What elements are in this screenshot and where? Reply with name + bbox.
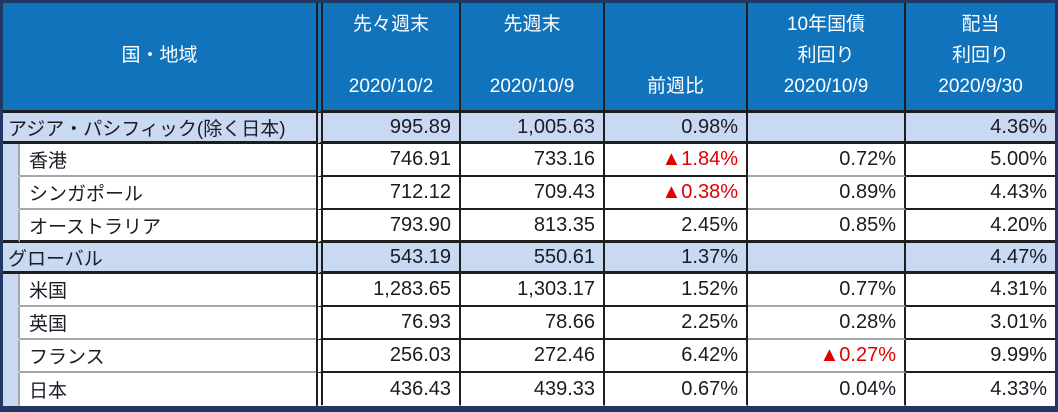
cell-bond-yield: 0.85%: [748, 210, 907, 243]
header-region: 国・地域: [3, 3, 317, 113]
cell-bond-yield: 0.04%: [748, 373, 907, 406]
cell-wow-value: ▲1.84%: [605, 144, 749, 177]
cell-wow-value: 0.98%: [605, 113, 749, 144]
cell-region: 英国: [20, 307, 317, 340]
cell-wow-value: 2.25%: [605, 307, 749, 340]
cell-region: グローバル: [3, 243, 317, 274]
cell-wow-value: 0.67%: [605, 373, 749, 406]
cell-div-yield: 4.20%: [906, 210, 1056, 243]
indent-strip: [3, 274, 20, 307]
header-bond-line2: 利回り: [797, 45, 855, 67]
cell-wow-value: 6.42%: [605, 340, 749, 373]
header-prev2-date: 2020/10/2: [348, 76, 434, 98]
indent-strip: [3, 144, 20, 177]
data-table: 国・地域 先々週末 2020/10/2 先週末 2020/10/9 前週比 10…: [3, 3, 1056, 406]
indent-strip: [3, 177, 20, 210]
cell-div-yield: 3.01%: [906, 307, 1056, 340]
header-prev-label: 先週末: [503, 14, 561, 35]
cell-prev-value: 439.33: [461, 373, 606, 406]
cell-bond-yield: 0.89%: [748, 177, 907, 210]
header-prev2-label: 先々週末: [353, 14, 430, 35]
header-div-line1: 配当: [961, 14, 1000, 35]
cell-bond-yield: ▲0.27%: [748, 340, 907, 373]
cell-prev2-value: 746.91: [316, 144, 462, 177]
row-global: グローバル 543.19 550.61 1.37% 4.47%: [3, 243, 1056, 274]
cell-region: シンガポール: [20, 177, 317, 210]
cell-div-yield: 4.36%: [906, 113, 1056, 144]
indent-strip: [3, 340, 20, 373]
cell-region: アジア・パシフィック(除く日本): [3, 113, 317, 144]
row-hong-kong: 香港 746.91 733.16 ▲1.84% 0.72% 5.00%: [3, 144, 1056, 177]
cell-bond-yield: 0.77%: [748, 274, 907, 307]
cell-prev-value: 272.46: [461, 340, 606, 373]
cell-prev2-value: 1,283.65: [316, 274, 462, 307]
cell-wow-value: 2.45%: [605, 210, 749, 243]
cell-region: フランス: [20, 340, 317, 373]
indent-strip: [3, 373, 20, 406]
cell-region: 日本: [20, 373, 317, 406]
cell-div-yield: 4.31%: [906, 274, 1056, 307]
cell-bond-yield: 0.72%: [748, 144, 907, 177]
header-last-weekend: 先週末 2020/10/9: [461, 3, 606, 113]
cell-prev2-value: 712.12: [316, 177, 462, 210]
header-bond-date: 2020/10/9: [783, 76, 869, 98]
indent-strip: [3, 307, 20, 340]
cell-wow-value: ▲0.38%: [605, 177, 749, 210]
cell-div-yield: 9.99%: [906, 340, 1056, 373]
cell-prev-value: 1,303.17: [461, 274, 606, 307]
cell-wow-value: 1.37%: [605, 243, 749, 274]
cell-prev-value: 1,005.63: [461, 113, 606, 144]
row-france: フランス 256.03 272.46 6.42% ▲0.27% 9.99%: [3, 340, 1056, 373]
cell-bond-yield: [748, 243, 907, 274]
header-div-line2: 利回り: [952, 45, 1010, 67]
cell-prev2-value: 256.03: [316, 340, 462, 373]
cell-bond-yield: [748, 113, 907, 144]
cell-prev2-value: 543.19: [316, 243, 462, 274]
cell-prev-value: 550.61: [461, 243, 606, 274]
cell-prev2-value: 436.43: [316, 373, 462, 406]
cell-region: 米国: [20, 274, 317, 307]
cell-div-yield: 4.47%: [906, 243, 1056, 274]
cell-region: 香港: [20, 144, 317, 177]
cell-prev-value: 709.43: [461, 177, 606, 210]
cell-prev2-value: 76.93: [316, 307, 462, 340]
row-united-states: 米国 1,283.65 1,303.17 1.52% 0.77% 4.31%: [3, 274, 1056, 307]
indent-strip: [3, 210, 20, 243]
cell-prev-value: 813.35: [461, 210, 606, 243]
row-asia-pacific-ex-japan: アジア・パシフィック(除く日本) 995.89 1,005.63 0.98% 4…: [3, 113, 1056, 144]
cell-bond-yield: 0.28%: [748, 307, 907, 340]
header-10y-bond-yield: 10年国債 利回り 2020/10/9: [748, 3, 907, 113]
header-region-label: 国・地域: [121, 45, 198, 67]
header-div-date: 2020/9/30: [938, 76, 1023, 98]
cell-div-yield: 4.33%: [906, 373, 1056, 406]
row-australia: オーストラリア 793.90 813.35 2.45% 0.85% 4.20%: [3, 210, 1056, 243]
cell-prev2-value: 793.90: [316, 210, 462, 243]
cell-prev2-value: 995.89: [316, 113, 462, 144]
header-bond-line1: 10年国債: [786, 14, 866, 35]
header-wow-label: 前週比: [647, 76, 705, 98]
cell-div-yield: 4.43%: [906, 177, 1056, 210]
header-week-over-week: 前週比: [605, 3, 749, 113]
cell-div-yield: 5.00%: [906, 144, 1056, 177]
header-prev2-weekend: 先々週末 2020/10/2: [316, 3, 462, 113]
row-singapore: シンガポール 712.12 709.43 ▲0.38% 0.89% 4.43%: [3, 177, 1056, 210]
cell-prev-value: 78.66: [461, 307, 606, 340]
cell-wow-value: 1.52%: [605, 274, 749, 307]
cell-prev-value: 733.16: [461, 144, 606, 177]
cell-region: オーストラリア: [20, 210, 317, 243]
header-prev-date: 2020/10/9: [489, 76, 575, 98]
header-row: 国・地域 先々週末 2020/10/2 先週末 2020/10/9 前週比 10…: [3, 3, 1056, 113]
header-dividend-yield: 配当 利回り 2020/9/30: [906, 3, 1056, 113]
row-japan: 日本 436.43 439.33 0.67% 0.04% 4.33%: [3, 373, 1056, 406]
row-united-kingdom: 英国 76.93 78.66 2.25% 0.28% 3.01%: [3, 307, 1056, 340]
